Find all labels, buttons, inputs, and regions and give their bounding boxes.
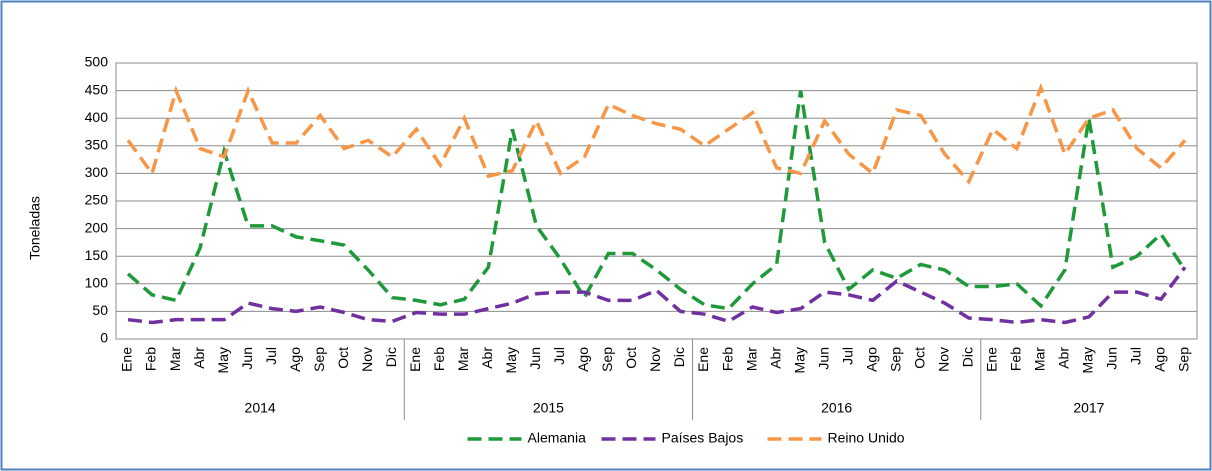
x-tick-label: Jul	[551, 347, 567, 365]
x-tick-label: Jul	[263, 347, 279, 365]
x-tick-label: Feb	[1008, 347, 1024, 371]
x-tick-label: Feb	[431, 347, 447, 371]
series-line	[126, 90, 1187, 311]
x-tick-label: Jun	[527, 347, 543, 370]
x-tick-label: Ago	[287, 347, 303, 372]
x-tick-label: May	[503, 347, 519, 373]
x-tick-label: Nov	[647, 347, 663, 372]
x-tick-label: Feb	[719, 347, 735, 371]
x-tick-label: Jun	[1104, 347, 1120, 370]
x-tick-label: Dic	[959, 347, 975, 367]
x-tick-label: Jul	[839, 347, 855, 365]
x-tick-label: Abr	[1056, 347, 1072, 369]
plot-border	[115, 62, 1198, 340]
y-tick-label: 350	[85, 137, 109, 153]
x-tick-label: Ene	[695, 347, 711, 372]
x-tick-label: Jul	[1128, 347, 1144, 365]
series-line	[126, 82, 1187, 185]
y-tick-label: 150	[85, 247, 109, 263]
x-tick-label: Oct	[623, 347, 639, 369]
x-tick-label: Ago	[575, 347, 591, 372]
x-tick-label: May	[215, 347, 231, 373]
x-group-label: 2015	[533, 400, 564, 416]
x-tick-label: Ago	[863, 347, 879, 372]
y-tick-label: 200	[85, 219, 109, 235]
y-tick-label: 100	[85, 275, 109, 291]
x-tick-label: Jun	[815, 347, 831, 370]
x-tick-label: Ene	[984, 347, 1000, 372]
x-tick-label: Mar	[167, 347, 183, 371]
x-group-label: 2014	[245, 400, 276, 416]
x-tick-label: Mar	[455, 347, 471, 371]
x-tick-label: Abr	[479, 347, 495, 369]
series-line	[127, 266, 1187, 325]
x-tick-label: Sep	[887, 347, 903, 372]
y-tick-label: 500	[85, 54, 109, 70]
x-tick-label: Abr	[767, 347, 783, 369]
y-tick-label: 400	[85, 109, 109, 125]
legend-label: Reino Unido	[828, 430, 905, 446]
legend-label: Alemania	[528, 430, 587, 446]
x-tick-label: Oct	[911, 347, 927, 369]
y-tick-label: 50	[92, 302, 108, 318]
legend-label: Países Bajos	[662, 430, 744, 446]
x-tick-label: Ene	[407, 347, 423, 372]
x-tick-label: May	[1080, 347, 1096, 373]
x-tick-label: Feb	[143, 347, 159, 371]
x-tick-label: Dic	[671, 347, 687, 367]
x-tick-label: Ene	[119, 347, 135, 372]
x-tick-label: Oct	[335, 347, 351, 369]
x-tick-label: Ago	[1152, 347, 1168, 372]
x-tick-label: Dic	[383, 347, 399, 367]
y-tick-label: 450	[85, 81, 109, 97]
y-tick-label: 0	[100, 330, 108, 346]
x-tick-label: Sep	[1176, 347, 1192, 372]
x-tick-label: Nov	[359, 347, 375, 372]
x-tick-label: Mar	[743, 347, 759, 371]
y-axis-label: Toneladas	[27, 196, 43, 260]
x-tick-label: Sep	[599, 347, 615, 372]
x-tick-label: Sep	[311, 347, 327, 372]
x-tick-label: Mar	[1032, 347, 1048, 371]
x-tick-label: Nov	[935, 347, 951, 372]
x-tick-label: Abr	[191, 347, 207, 369]
y-tick-label: 250	[85, 192, 109, 208]
x-group-label: 2016	[821, 400, 852, 416]
x-group-label: 2017	[1073, 400, 1104, 416]
y-tick-label: 300	[85, 164, 109, 180]
x-tick-label: May	[791, 347, 807, 373]
x-tick-label: Jun	[239, 347, 255, 370]
